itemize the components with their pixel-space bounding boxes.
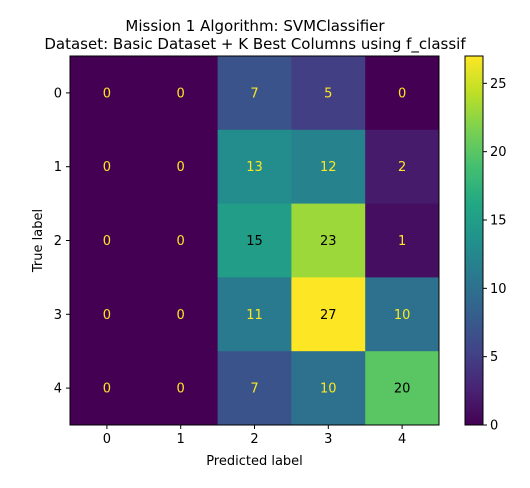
cell-3-3 — [291, 277, 366, 352]
cell-value-2-2: 15 — [246, 234, 263, 249]
y-tick-label: 2 — [54, 234, 62, 249]
cell-value-4-4: 20 — [394, 382, 411, 397]
cell-value-1-4: 2 — [398, 160, 406, 175]
cell-value-4-0: 0 — [103, 382, 111, 397]
cell-4-1 — [143, 351, 219, 426]
colorbar-tick-label: 0 — [490, 419, 498, 434]
colorbar-tick-label: 5 — [490, 350, 498, 365]
cell-value-1-3: 12 — [320, 160, 337, 175]
cell-value-0-1: 0 — [177, 86, 185, 101]
cell-value-1-0: 0 — [103, 160, 111, 175]
cell-0-3 — [291, 56, 366, 131]
cell-4-4 — [365, 351, 440, 426]
cell-value-0-2: 7 — [250, 86, 258, 101]
cell-value-2-3: 23 — [320, 234, 337, 249]
cell-1-4 — [365, 129, 440, 205]
cell-2-3 — [291, 203, 366, 278]
cell-2-4 — [365, 203, 440, 278]
cell-1-0 — [70, 129, 145, 205]
cell-value-3-0: 0 — [103, 308, 111, 323]
cell-value-0-4: 0 — [398, 86, 406, 101]
cell-0-1 — [143, 56, 219, 131]
cell-value-1-1: 0 — [177, 160, 185, 175]
x-tick-label: 4 — [398, 432, 406, 447]
cell-3-4 — [365, 277, 440, 352]
y-tick-label: 3 — [54, 308, 62, 323]
colorbar — [464, 55, 484, 426]
cell-0-4 — [365, 56, 440, 131]
colorbar-tick-label: 10 — [490, 282, 507, 297]
cell-2-0 — [70, 203, 145, 278]
cell-value-3-1: 0 — [177, 308, 185, 323]
colorbar-tick-label: 20 — [490, 145, 507, 160]
cell-0-2 — [217, 56, 292, 131]
y-tick-label: 0 — [54, 86, 62, 101]
colorbar-tick-label: 15 — [490, 214, 507, 229]
cell-value-4-2: 7 — [250, 382, 258, 397]
cell-value-2-1: 0 — [177, 234, 185, 249]
cell-3-0 — [70, 277, 145, 352]
cell-4-2 — [217, 351, 292, 426]
cell-3-2 — [217, 277, 292, 352]
cell-4-0 — [70, 351, 145, 426]
cell-1-3 — [291, 129, 366, 205]
x-tick-label: 3 — [324, 432, 332, 447]
cell-value-3-3: 27 — [320, 308, 337, 323]
cell-2-1 — [143, 203, 219, 278]
cell-3-1 — [143, 277, 219, 352]
x-tick-label: 2 — [250, 432, 258, 447]
x-tick-label: 1 — [177, 432, 185, 447]
y-axis-label: True label — [31, 209, 46, 273]
cell-value-1-2: 13 — [246, 160, 263, 175]
cell-2-2 — [217, 203, 292, 278]
chart-subtitle: Dataset: Basic Dataset + K Best Columns … — [44, 35, 466, 53]
y-tick-label: 1 — [54, 160, 62, 175]
cell-value-0-3: 5 — [324, 86, 332, 101]
chart-title: Mission 1 Algorithm: SVMClassifier — [125, 17, 385, 35]
cell-value-3-4: 10 — [394, 308, 411, 323]
cell-value-2-4: 1 — [398, 234, 406, 249]
y-tick-label: 4 — [54, 382, 62, 397]
cell-value-0-0: 0 — [103, 86, 111, 101]
colorbar-tick-label: 25 — [490, 77, 507, 92]
cell-4-3 — [291, 351, 366, 426]
cell-value-4-3: 10 — [320, 382, 337, 397]
cell-0-0 — [70, 56, 145, 131]
cell-1-1 — [143, 129, 219, 205]
cell-1-2 — [217, 129, 292, 205]
x-tick-label: 0 — [103, 432, 111, 447]
cell-value-3-2: 11 — [246, 308, 263, 323]
cell-value-2-0: 0 — [103, 234, 111, 249]
x-axis-label: Predicted label — [206, 454, 303, 469]
cell-value-4-1: 0 — [177, 382, 185, 397]
